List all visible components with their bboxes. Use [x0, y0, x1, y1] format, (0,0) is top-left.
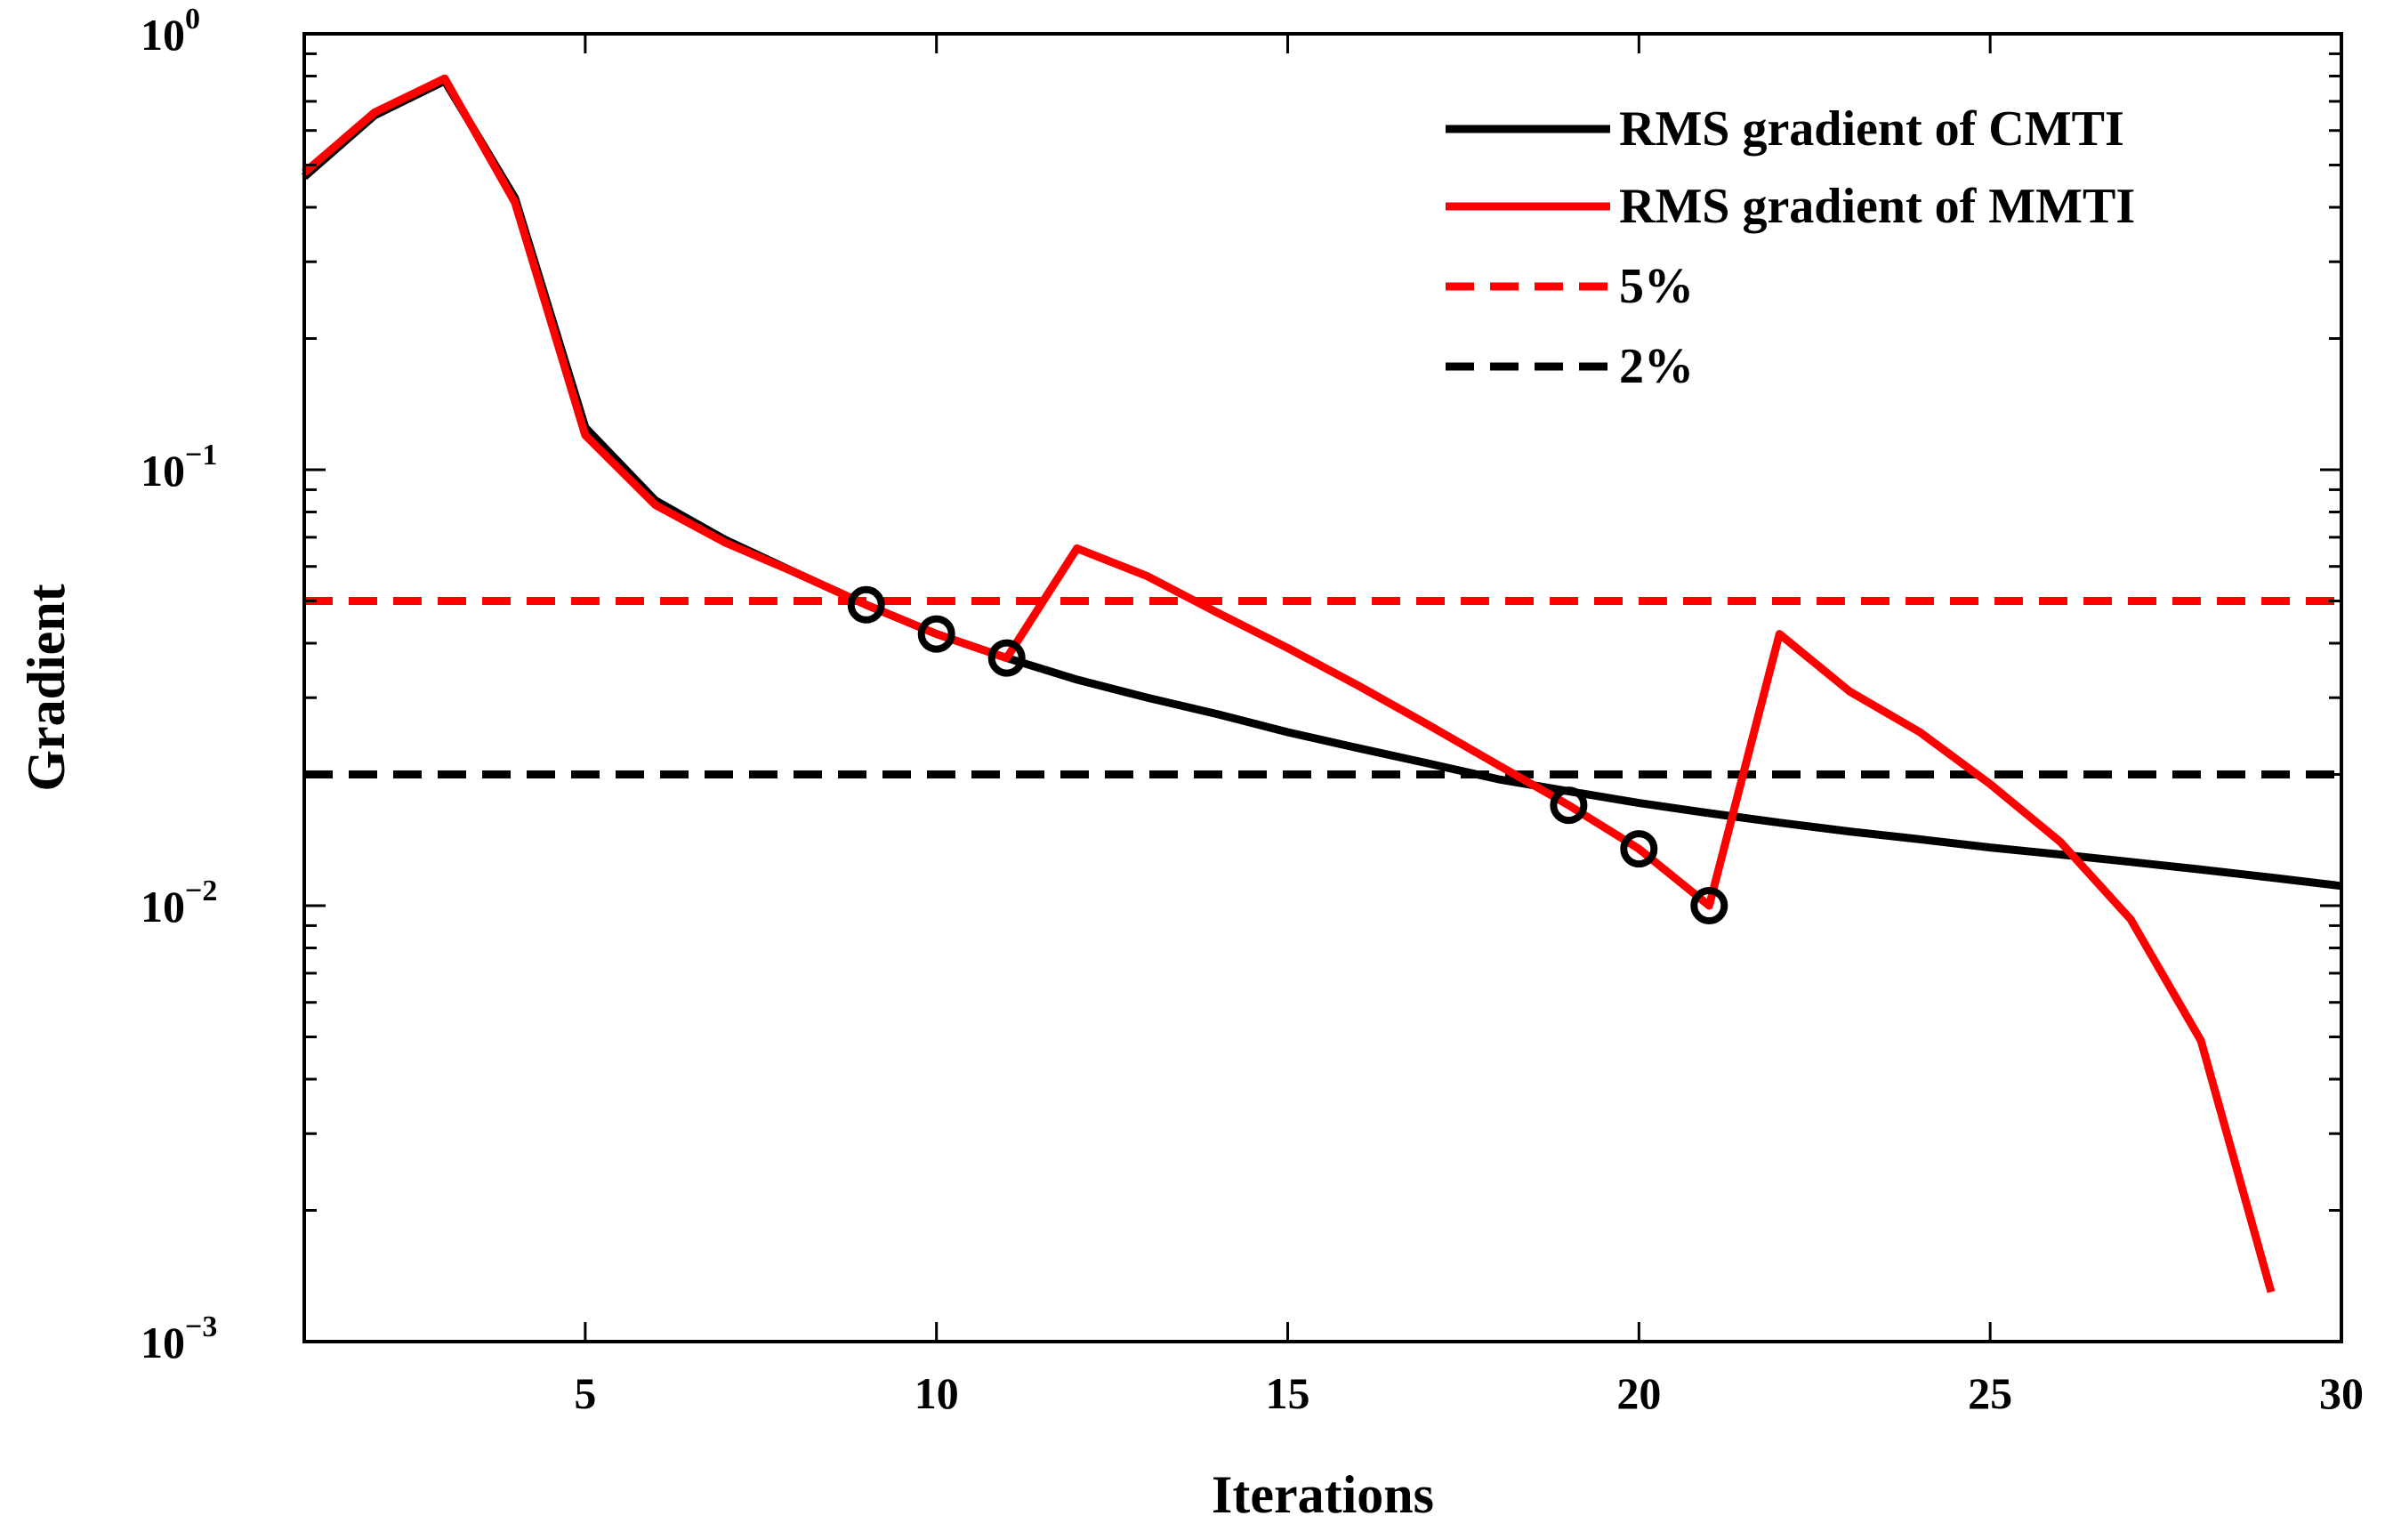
- y-axis-title: Gradient: [17, 584, 76, 791]
- legend-label-2pct: 2%: [1619, 339, 1694, 394]
- series-layer: [302, 74, 2342, 1294]
- marker-point: [847, 585, 885, 624]
- x-tick-label: 5: [574, 1368, 596, 1418]
- legend-label-5pct: 5%: [1619, 259, 1694, 314]
- marker-point: [1550, 786, 1588, 825]
- marker-point: [1690, 887, 1728, 924]
- tick-layer: [304, 32, 2343, 1343]
- y-tick-label: 10−3: [141, 1310, 217, 1367]
- axes-box: [302, 32, 2343, 1343]
- marker-layer: [847, 585, 1728, 924]
- marker-point: [1620, 830, 1658, 868]
- x-tick-label: 25: [1968, 1368, 2012, 1418]
- label-layer: 5 10 15 20 25 30 100 10−1 10−2 10−3: [141, 3, 2364, 1418]
- y-tick-label: 10−2: [141, 875, 217, 931]
- y-tick-label: 100: [141, 3, 200, 60]
- y-tick-label: 10−1: [141, 439, 217, 496]
- legend: RMS gradient of CMTI RMS gradient of MMT…: [1423, 71, 2313, 409]
- x-tick-label: 15: [1266, 1368, 1310, 1418]
- x-tick-label: 10: [915, 1368, 959, 1418]
- legend-label-mmti: RMS gradient of MMTI: [1619, 179, 2135, 234]
- marker-point: [917, 615, 955, 653]
- series-line-1: [302, 74, 2276, 1294]
- x-tick-label: 30: [2319, 1368, 2364, 1418]
- x-axis-title: Iterations: [1212, 1465, 1434, 1524]
- legend-label-cmti: RMS gradient of CMTI: [1619, 101, 2124, 157]
- marker-point: [987, 639, 1026, 677]
- x-tick-label: 20: [1616, 1368, 1661, 1418]
